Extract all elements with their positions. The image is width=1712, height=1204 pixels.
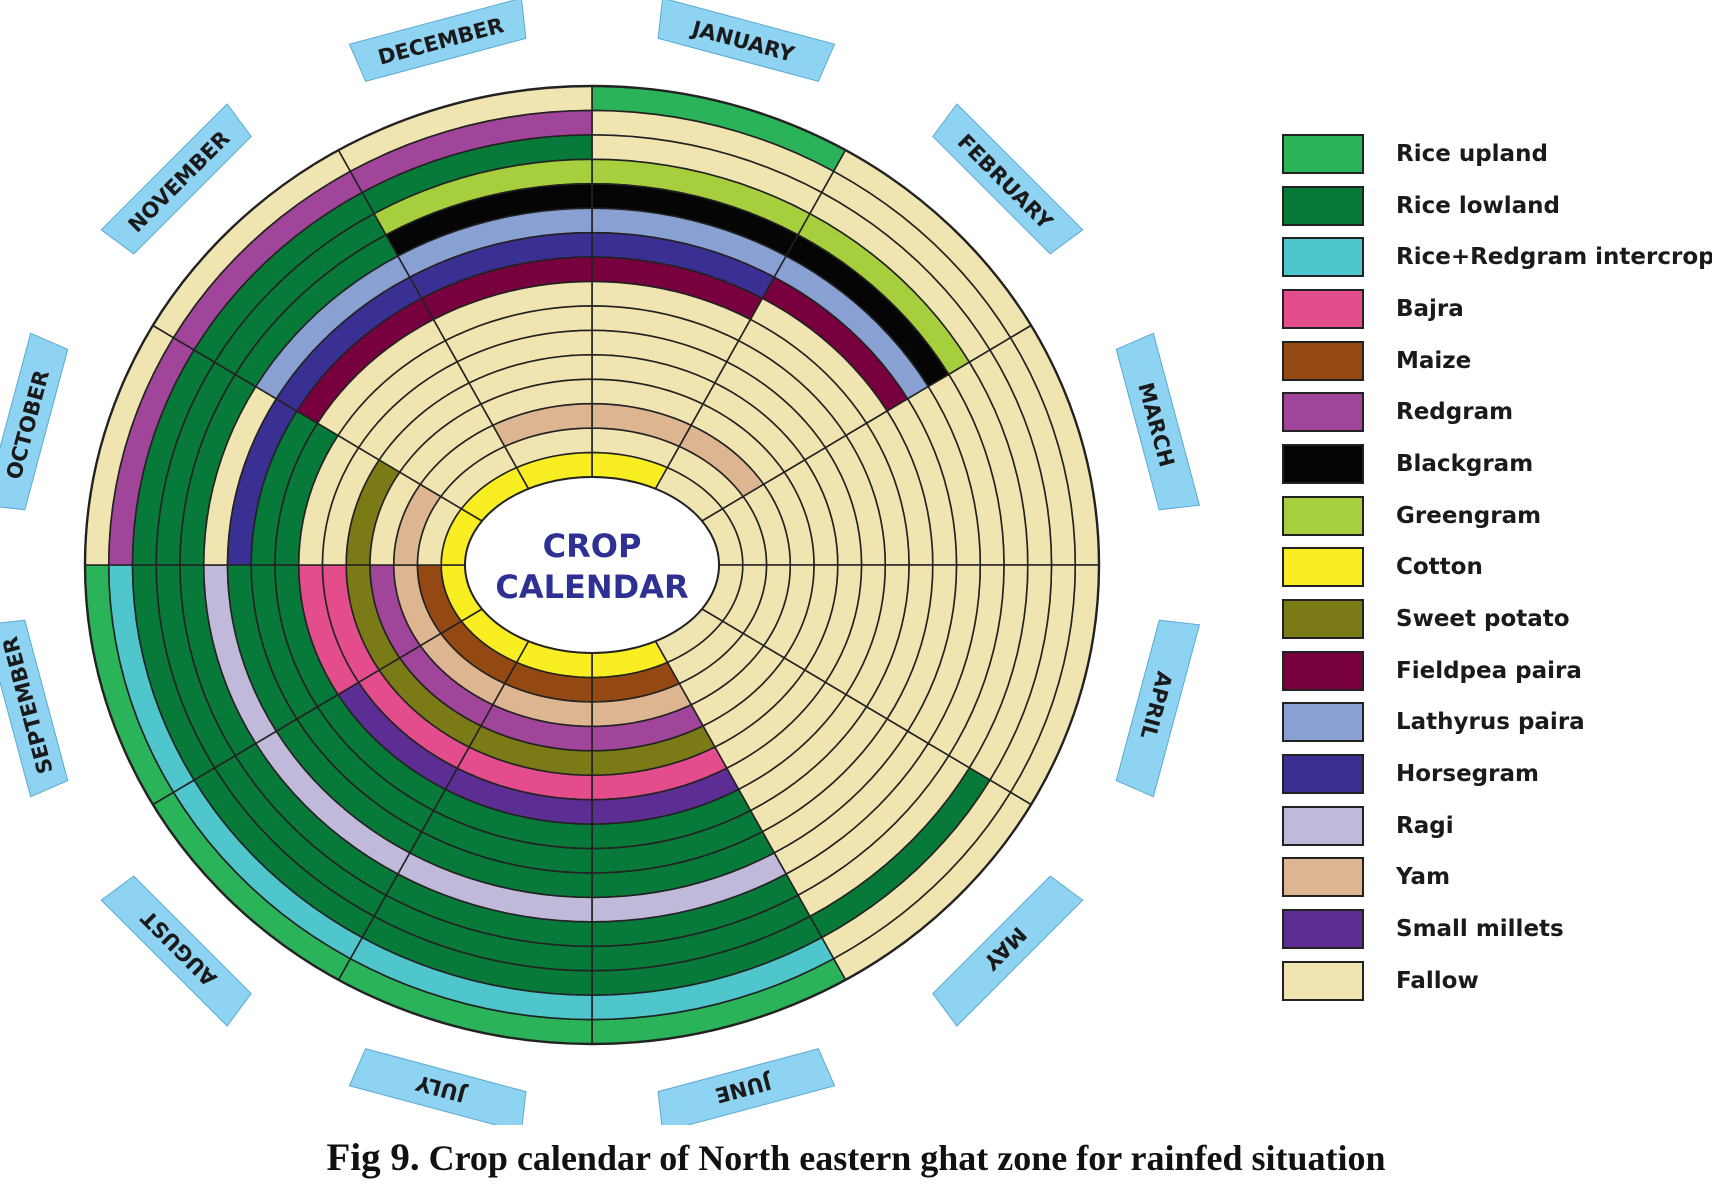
legend-swatch — [1282, 702, 1364, 743]
legend-label: Greengram — [1396, 502, 1542, 529]
legend-swatch — [1282, 754, 1364, 795]
legend-item: Fieldpea paira — [1282, 645, 1702, 697]
center-hub: CROP CALENDAR — [464, 476, 720, 654]
legend-swatch — [1282, 288, 1364, 329]
legend-swatch — [1282, 133, 1364, 174]
legend-swatch — [1282, 650, 1364, 691]
legend-item: Fallow — [1282, 955, 1702, 1007]
center-ellipse — [464, 476, 720, 654]
legend-label: Horsegram — [1396, 761, 1539, 788]
legend-swatch — [1282, 185, 1364, 226]
legend-label: Maize — [1396, 347, 1472, 374]
month-tab-shape — [348, 0, 527, 82]
legend-swatch — [1282, 495, 1364, 536]
legend-swatch — [1282, 805, 1364, 846]
legend-item: Bajra — [1282, 283, 1702, 335]
wheel-outline — [83, 84, 1101, 1046]
caption-text: Crop calendar of North eastern ghat zone… — [419, 1138, 1386, 1178]
month-label: FEBRUARY — [953, 130, 1058, 235]
legend-item: Cotton — [1282, 542, 1702, 594]
legend-label: Yam — [1396, 864, 1451, 891]
legend-item: Horsegram — [1282, 748, 1702, 800]
legend-swatch — [1282, 857, 1364, 898]
legend-item: Greengram — [1282, 490, 1702, 542]
month-tab-shape — [0, 332, 69, 511]
legend-item: Small millets — [1282, 903, 1702, 955]
legend-label: Small millets — [1396, 916, 1564, 943]
legend-label: Sweet potato — [1396, 606, 1570, 633]
month-tab-shape — [932, 875, 1084, 1027]
legend-swatch — [1282, 599, 1364, 640]
legend-swatch — [1282, 547, 1364, 588]
legend-item: Rice lowland — [1282, 180, 1702, 232]
ring-sectors — [83, 84, 1101, 1046]
legend-item: Sweet potato — [1282, 593, 1702, 645]
legend-label: Blackgram — [1396, 450, 1534, 477]
legend-label: Cotton — [1396, 554, 1483, 581]
month-tab-shape — [932, 103, 1084, 255]
month-tab-april: APRIL — [1115, 619, 1201, 798]
month-tab-shape — [100, 875, 252, 1027]
legend-swatch — [1282, 909, 1364, 950]
legend-item: Blackgram — [1282, 438, 1702, 490]
month-tab-july: JULY — [348, 1048, 527, 1125]
month-tab-june: JUNE — [657, 1048, 836, 1125]
legend-label: Rice lowland — [1396, 192, 1561, 219]
caption-prefix: Fig 9. — [326, 1136, 420, 1179]
legend-swatch — [1282, 392, 1364, 433]
month-tab-shape — [100, 103, 252, 255]
legend-label: Bajra — [1396, 295, 1464, 322]
legend-label: Fallow — [1396, 967, 1479, 994]
month-tab-january: JANUARY — [657, 0, 836, 82]
month-tab-shape — [1115, 619, 1201, 798]
legend-item: Redgram — [1282, 386, 1702, 438]
month-tab-shape — [657, 1048, 836, 1125]
legend-item: Maize — [1282, 335, 1702, 387]
month-tab-shape — [348, 1048, 527, 1125]
month-tab-october: OCTOBER — [0, 332, 69, 511]
center-title-line1: CROP — [543, 527, 642, 565]
legend-item: Rice+Redgram intercrop — [1282, 231, 1712, 283]
legend-label: Rice upland — [1396, 140, 1548, 167]
month-tab-march: MARCH — [1115, 332, 1201, 511]
legend-swatch — [1282, 960, 1364, 1001]
legend-label: Ragi — [1396, 812, 1454, 839]
month-tab-december: DECEMBER — [348, 0, 527, 82]
legend-label: Lathyrus paira — [1396, 709, 1585, 736]
crop-calendar-wheel: JANUARYFEBRUARYMARCHAPRILMAYJUNEJULYAUGU… — [0, 0, 1201, 1125]
month-tab-shape — [1115, 332, 1201, 511]
legend-swatch — [1282, 340, 1364, 381]
legend-swatch — [1282, 237, 1364, 278]
legend-item: Yam — [1282, 852, 1702, 904]
legend-swatch — [1282, 443, 1364, 484]
legend-item: Lathyrus paira — [1282, 697, 1702, 749]
month-label: NOVEMBER — [124, 126, 235, 237]
legend-label: Redgram — [1396, 399, 1514, 426]
center-title-line2: CALENDAR — [495, 568, 688, 606]
legend: Rice upland Rice lowland Rice+Redgram inte… — [1282, 128, 1712, 1007]
legend-label: Fieldpea paira — [1396, 657, 1582, 684]
figure-caption: Fig 9. Crop calendar of North eastern gh… — [0, 1135, 1712, 1180]
month-tab-shape — [0, 619, 69, 798]
legend-item: Ragi — [1282, 800, 1702, 852]
month-tab-september: SEPTEMBER — [0, 619, 69, 798]
legend-item: Rice upland — [1282, 128, 1702, 180]
month-tab-shape — [657, 0, 836, 82]
legend-label: Rice+Redgram intercrop — [1396, 244, 1712, 271]
